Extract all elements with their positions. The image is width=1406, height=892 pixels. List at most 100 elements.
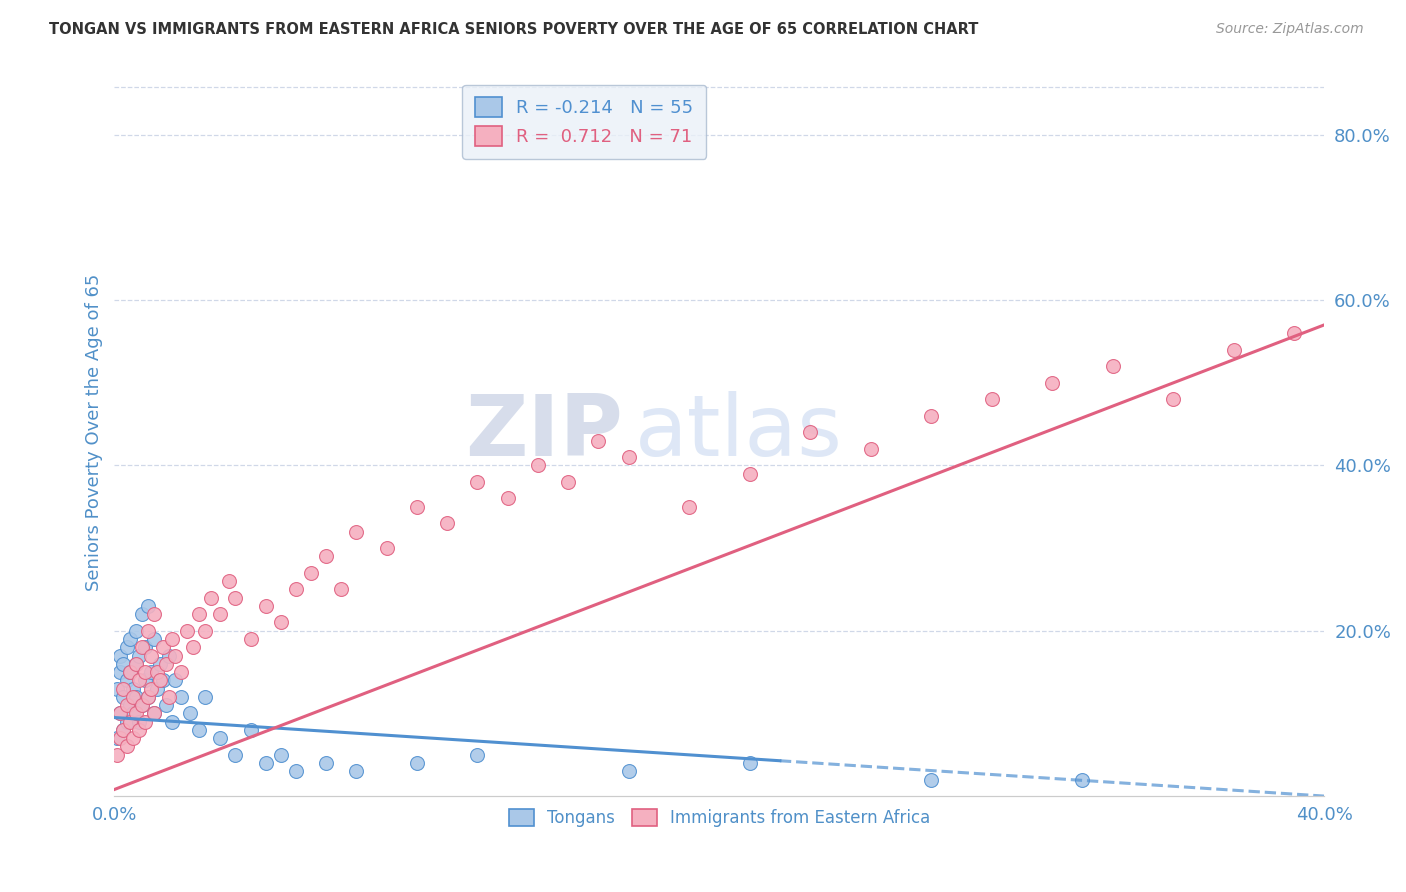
Point xyxy=(112,681,135,696)
Point xyxy=(110,706,132,721)
Point xyxy=(110,706,132,721)
Point xyxy=(170,665,193,679)
Point xyxy=(115,739,138,754)
Point xyxy=(107,681,129,696)
Point xyxy=(115,640,138,655)
Point xyxy=(149,657,172,671)
Point xyxy=(124,624,146,638)
Point xyxy=(128,723,150,737)
Point xyxy=(1405,334,1406,349)
Point xyxy=(110,665,132,679)
Point xyxy=(121,690,143,704)
Point xyxy=(160,632,183,646)
Point xyxy=(344,764,367,779)
Point xyxy=(110,648,132,663)
Point xyxy=(330,582,353,597)
Point xyxy=(128,673,150,688)
Point xyxy=(799,425,821,440)
Point xyxy=(224,591,246,605)
Text: TONGAN VS IMMIGRANTS FROM EASTERN AFRICA SENIORS POVERTY OVER THE AGE OF 65 CORR: TONGAN VS IMMIGRANTS FROM EASTERN AFRICA… xyxy=(49,22,979,37)
Point xyxy=(218,574,240,588)
Point xyxy=(136,624,159,638)
Point xyxy=(118,698,141,713)
Point xyxy=(131,607,153,622)
Point xyxy=(107,747,129,762)
Point xyxy=(115,714,138,729)
Point xyxy=(270,747,292,762)
Point xyxy=(527,458,550,473)
Point xyxy=(118,665,141,679)
Point xyxy=(124,657,146,671)
Point xyxy=(112,690,135,704)
Point xyxy=(131,640,153,655)
Point xyxy=(200,591,222,605)
Point xyxy=(131,698,153,713)
Point xyxy=(157,648,180,663)
Point xyxy=(124,690,146,704)
Point xyxy=(194,624,217,638)
Point xyxy=(128,648,150,663)
Point xyxy=(557,475,579,489)
Point xyxy=(315,756,337,770)
Point xyxy=(134,665,156,679)
Point xyxy=(588,434,610,448)
Point xyxy=(163,673,186,688)
Point xyxy=(124,706,146,721)
Point xyxy=(128,714,150,729)
Point xyxy=(188,723,211,737)
Text: Source: ZipAtlas.com: Source: ZipAtlas.com xyxy=(1216,22,1364,37)
Point xyxy=(181,640,204,655)
Point xyxy=(115,673,138,688)
Point xyxy=(436,516,458,531)
Text: ZIP: ZIP xyxy=(465,391,623,474)
Point xyxy=(157,690,180,704)
Point xyxy=(112,723,135,737)
Point xyxy=(194,690,217,704)
Point xyxy=(239,723,262,737)
Point xyxy=(118,632,141,646)
Point xyxy=(284,764,307,779)
Point xyxy=(139,648,162,663)
Point xyxy=(136,690,159,704)
Point xyxy=(617,450,640,464)
Point xyxy=(112,723,135,737)
Point xyxy=(112,657,135,671)
Point xyxy=(155,657,177,671)
Point xyxy=(160,714,183,729)
Point xyxy=(179,706,201,721)
Point xyxy=(145,665,167,679)
Point xyxy=(859,442,882,456)
Point xyxy=(406,756,429,770)
Point xyxy=(121,681,143,696)
Point xyxy=(142,632,165,646)
Legend: Tongans, Immigrants from Eastern Africa: Tongans, Immigrants from Eastern Africa xyxy=(501,800,938,835)
Point xyxy=(344,524,367,539)
Point xyxy=(1101,359,1123,373)
Point xyxy=(110,731,132,746)
Point xyxy=(142,607,165,622)
Point xyxy=(1040,376,1063,390)
Point xyxy=(152,673,174,688)
Point xyxy=(738,756,761,770)
Point xyxy=(467,747,489,762)
Point xyxy=(284,582,307,597)
Y-axis label: Seniors Poverty Over the Age of 65: Seniors Poverty Over the Age of 65 xyxy=(86,274,103,591)
Point xyxy=(131,698,153,713)
Point xyxy=(496,491,519,506)
Point xyxy=(139,665,162,679)
Point xyxy=(406,500,429,514)
Point xyxy=(142,706,165,721)
Text: atlas: atlas xyxy=(634,391,842,474)
Point xyxy=(176,624,198,638)
Point xyxy=(239,632,262,646)
Point xyxy=(299,566,322,580)
Point xyxy=(1282,326,1305,340)
Point xyxy=(134,714,156,729)
Point xyxy=(134,673,156,688)
Point xyxy=(152,640,174,655)
Point xyxy=(224,747,246,762)
Point xyxy=(375,541,398,555)
Point xyxy=(139,681,162,696)
Point xyxy=(920,772,942,787)
Point xyxy=(270,615,292,630)
